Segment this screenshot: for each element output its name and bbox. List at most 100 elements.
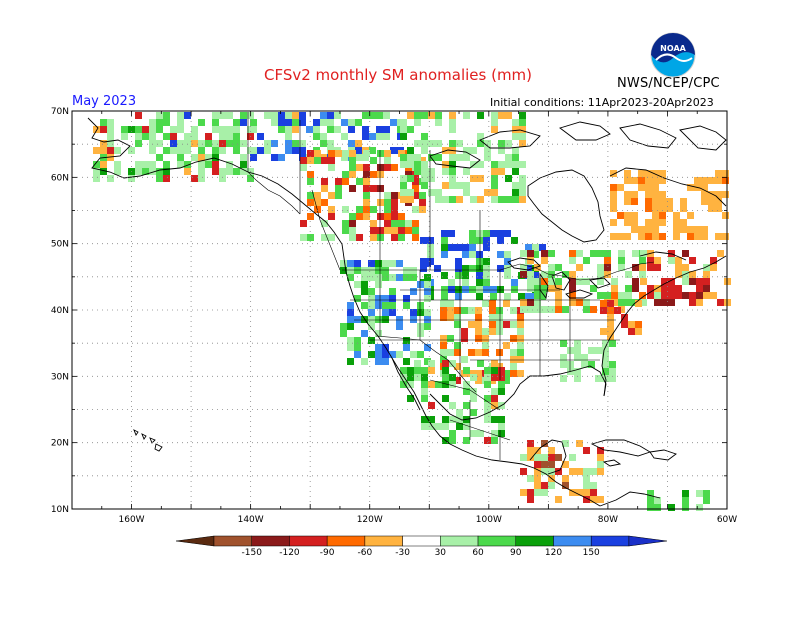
anomaly-cell (417, 351, 424, 358)
anomaly-cell (390, 119, 397, 126)
anomaly-cell (484, 437, 491, 444)
anomaly-cell (462, 272, 469, 279)
anomaly-cell (354, 351, 361, 358)
anomaly-cell (226, 126, 233, 133)
lon-label: 80W (598, 515, 618, 525)
anomaly-cell (400, 196, 407, 203)
anomaly-cell (477, 133, 484, 140)
anomaly-cell (114, 147, 121, 154)
anomaly-cell (349, 220, 356, 227)
anomaly-cell (320, 112, 327, 119)
anomaly-cell (597, 454, 604, 461)
anomaly-cell (694, 233, 701, 240)
anomaly-cell (654, 299, 661, 306)
anomaly-cell (455, 244, 462, 251)
anomaly-cell (708, 191, 715, 198)
anomaly-cell (396, 351, 403, 358)
anomaly-cell (435, 154, 442, 161)
anomaly-cell (428, 360, 435, 367)
initial-conditions-label: Initial conditions: 11Apr2023-20Apr2023 (490, 96, 714, 109)
anomaly-cell (135, 126, 142, 133)
anomaly-cell (541, 250, 548, 257)
anomaly-cell (354, 281, 361, 288)
anomaly-cell (368, 302, 375, 309)
lat-label: 10N (51, 505, 69, 515)
anomaly-cell (400, 182, 407, 189)
anomaly-cell (456, 416, 463, 423)
anomaly-cell (442, 360, 449, 367)
anomaly-cell (624, 233, 631, 240)
anomaly-cell (600, 307, 607, 314)
anomaly-cell (370, 227, 377, 234)
anomaly-cell (625, 271, 632, 278)
anomaly-cell (377, 185, 384, 192)
anomaly-cell (212, 112, 219, 119)
anomaly-cell (631, 177, 638, 184)
anomaly-cell (376, 112, 383, 119)
anomaly-cell (610, 219, 617, 226)
anomaly-cell (597, 264, 604, 271)
anomaly-cell (470, 175, 477, 182)
anomaly-cell (477, 360, 484, 367)
anomaly-cell (569, 250, 576, 257)
anomaly-cell (156, 175, 163, 182)
anomaly-cell (384, 199, 391, 206)
anomaly-cell (689, 278, 696, 285)
anomaly-cell (307, 234, 314, 241)
anomaly-cell (574, 368, 581, 375)
anomaly-cell (527, 447, 534, 454)
anomaly-cell (574, 375, 581, 382)
legend-swatch (213, 535, 252, 547)
anomaly-cell (149, 119, 156, 126)
anomaly-cell (701, 177, 708, 184)
anomaly-cell (421, 374, 428, 381)
anomaly-cell (703, 292, 710, 299)
legend-label: 30 (435, 548, 447, 558)
legend-swatch (590, 535, 630, 547)
anomaly-cell (555, 292, 562, 299)
anomaly-cell (483, 272, 490, 279)
axis-ticks (71, 110, 728, 510)
anomaly-cell (461, 328, 468, 335)
anomaly-cell (417, 302, 424, 309)
anomaly-cell (313, 119, 320, 126)
anomaly-cell (621, 314, 628, 321)
anomaly-cell (389, 351, 396, 358)
anomaly-cell (163, 168, 170, 175)
anomaly-cell (142, 126, 149, 133)
anomaly-cell (645, 219, 652, 226)
anomaly-cell (560, 375, 567, 382)
anomaly-cell (419, 157, 426, 164)
anomaly-cell (588, 347, 595, 354)
anomaly-cell (198, 140, 205, 147)
anomaly-cell (391, 227, 398, 234)
anomaly-cell (342, 171, 349, 178)
anomaly-cell (483, 230, 490, 237)
anomaly-cell (576, 250, 583, 257)
anomaly-cell (498, 374, 505, 381)
anomaly-cell (512, 168, 519, 175)
anomaly-cell (597, 447, 604, 454)
anomaly-cell (576, 278, 583, 285)
anomaly-cell (618, 306, 625, 313)
anomaly-cell (701, 198, 708, 205)
anomaly-cell (368, 267, 375, 274)
anomaly-cell (610, 205, 617, 212)
anomaly-cell (583, 278, 590, 285)
anomaly-cell (361, 274, 368, 281)
anomaly-cell (483, 258, 490, 265)
anomaly-cell (363, 199, 370, 206)
anomaly-cell (498, 196, 505, 203)
anomaly-cell (307, 171, 314, 178)
legend-low-arrow (175, 535, 215, 547)
anomaly-cell (384, 213, 391, 220)
anomaly-cell (640, 278, 647, 285)
anomaly-cell (285, 119, 292, 126)
anomaly-cell (548, 482, 555, 489)
anomaly-cell (449, 168, 456, 175)
anomaly-cell (475, 349, 482, 356)
anomaly-cell (673, 212, 680, 219)
anomaly-cell (219, 140, 226, 147)
anomaly-cell (398, 150, 405, 157)
anomaly-cell (604, 257, 611, 264)
